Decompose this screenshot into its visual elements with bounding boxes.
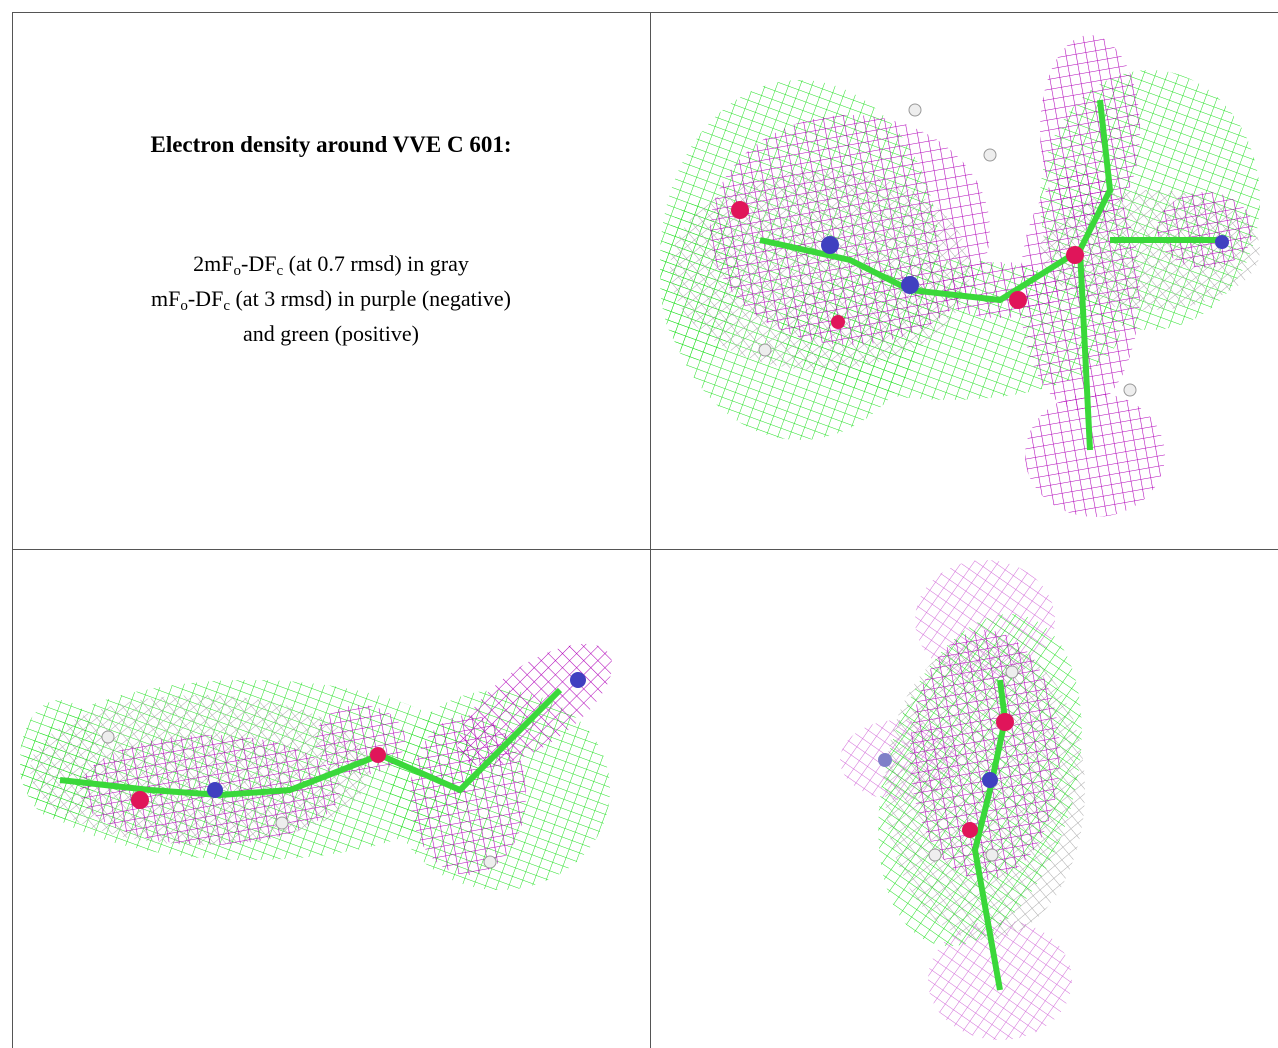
figure-title: Electron density around VVE C 601: (150, 132, 512, 157)
legend-text: -DF (187, 286, 224, 311)
legend-text: 2mF (193, 251, 234, 276)
table-border (12, 549, 1278, 550)
density-view-end (840, 560, 1085, 1040)
legend-text: (at 3 rmsd) in purple (negative) (229, 286, 511, 311)
legend-text: (at 0.7 rmsd) in gray (283, 251, 469, 276)
subscript: c (223, 298, 230, 314)
subscript: c (276, 263, 284, 279)
table-border (650, 12, 651, 1048)
legend-line: and green (positive) (12, 316, 650, 351)
subscript: o (233, 263, 242, 279)
legend-line: mFo-DFc (at 3 rmsd) in purple (negative) (12, 281, 650, 316)
table-border (12, 12, 13, 1048)
legend-line: 2mFo-DFc (at 0.7 rmsd) in gray (12, 246, 650, 281)
legend-text: mF (151, 286, 181, 311)
density-view-side (20, 643, 613, 890)
table-border (12, 12, 1278, 13)
subscript: o (180, 298, 188, 314)
map-legend: 2mFo-DFc (at 0.7 rmsd) in gray mFo-DFc (a… (12, 246, 650, 351)
density-view-top (660, 35, 1260, 517)
legend-text: -DF (241, 251, 277, 276)
legend-text: and green (positive) (243, 321, 419, 346)
